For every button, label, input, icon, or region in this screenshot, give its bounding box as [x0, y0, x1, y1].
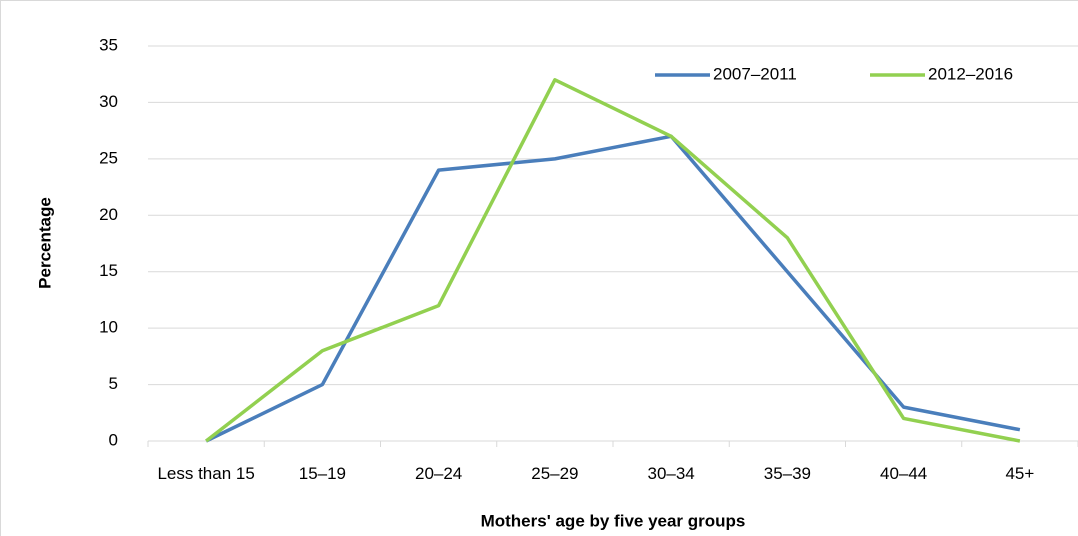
x-tick-label: 40–44: [879, 464, 928, 483]
x-tick-label: Less than 15: [157, 464, 255, 483]
y-tick-label: 20: [99, 205, 118, 224]
y-axis-title: Percentage: [35, 197, 54, 289]
y-tick-label: 25: [99, 148, 118, 167]
y-tick-label: 5: [109, 374, 118, 393]
series-line: [205, 134, 1021, 443]
x-tick-label: 15–19: [298, 464, 347, 483]
y-tick-label: 30: [99, 92, 118, 111]
x-tick-label: 20–24: [414, 464, 463, 483]
x-tick-label: 25–29: [531, 464, 579, 483]
y-tick-label: 0: [109, 430, 118, 449]
legend-label: 2007–2011: [713, 64, 797, 83]
legend-label: 2012–2016: [928, 64, 1013, 83]
series-line: [205, 78, 1021, 443]
x-axis-title: Mothers' age by five year groups: [481, 511, 746, 530]
x-tick-label: 45+: [1005, 464, 1035, 483]
x-tick-label: 35–39: [763, 464, 812, 483]
y-tick-label: 35: [99, 35, 118, 54]
y-tick-label: 10: [99, 318, 118, 337]
y-tick-label: 15: [99, 261, 118, 280]
x-tick-label: 30–34: [647, 464, 695, 483]
